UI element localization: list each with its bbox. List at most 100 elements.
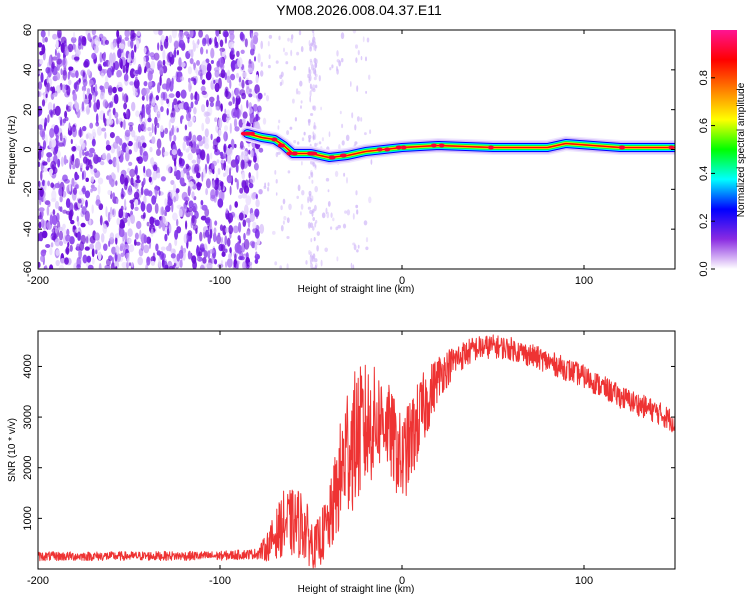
noise-blob <box>256 155 259 165</box>
noise-blob <box>238 194 243 199</box>
noise-speckle <box>363 220 368 226</box>
noise-blob <box>108 174 113 185</box>
noise-blob <box>125 68 129 74</box>
noise-blob <box>41 99 46 107</box>
noise-speckle <box>300 105 302 109</box>
noise-blob <box>247 67 253 74</box>
noise-blob <box>201 90 207 95</box>
noise-speckle <box>320 106 322 111</box>
noise-blob <box>91 138 96 147</box>
noise-blob <box>210 47 215 59</box>
noise-blob <box>126 261 129 269</box>
noise-blob <box>222 30 229 38</box>
noise-blob <box>223 131 227 142</box>
noise-blob <box>39 59 44 65</box>
noise-blob <box>107 189 112 196</box>
noise-blob <box>62 174 68 182</box>
noise-blob <box>253 36 258 45</box>
noise-blob <box>81 142 86 150</box>
noise-speckle <box>365 90 367 94</box>
noise-blob <box>143 165 146 174</box>
noise-blob <box>74 174 80 180</box>
noise-speckle <box>335 226 339 231</box>
noise-blob <box>185 209 191 218</box>
noise-speckle <box>343 172 346 177</box>
noise-speckle <box>355 190 358 196</box>
noise-blob <box>40 72 44 83</box>
noise-blob <box>59 240 64 246</box>
noise-blob <box>208 38 212 45</box>
noise-blob <box>89 243 94 250</box>
noise-speckle <box>357 244 360 249</box>
noise-speckle <box>350 262 353 269</box>
noise-blob <box>51 139 57 148</box>
noise-blob <box>54 238 61 247</box>
noise-blob <box>51 235 56 241</box>
noise-blob <box>55 39 59 49</box>
noise-blob <box>188 200 194 208</box>
noise-blob <box>143 47 147 54</box>
noise-blob <box>170 180 175 185</box>
noise-blob <box>59 132 63 142</box>
noise-blob <box>136 220 142 230</box>
noise-speckle <box>313 44 316 51</box>
noise-blob <box>187 185 191 197</box>
noise-speckle <box>264 182 266 188</box>
noise-speckle <box>308 176 311 180</box>
noise-blob <box>260 40 264 50</box>
noise-blob <box>200 247 205 253</box>
noise-blob <box>188 181 194 187</box>
noise-blob <box>145 168 152 178</box>
noise-speckle <box>356 209 359 215</box>
noise-blob <box>245 86 251 95</box>
noise-speckle <box>313 237 316 242</box>
noise-blob <box>135 110 140 117</box>
noise-blob <box>128 238 132 244</box>
noise-blob <box>129 124 133 132</box>
noise-speckle <box>316 245 319 252</box>
noise-speckle <box>350 81 352 87</box>
noise-blob <box>120 193 125 200</box>
noise-speckle <box>353 244 357 251</box>
noise-speckle <box>368 196 372 204</box>
noise-blob <box>64 110 68 118</box>
noise-blob <box>38 81 43 90</box>
noise-blob <box>162 59 166 66</box>
noise-blob <box>220 190 225 201</box>
noise-blob <box>116 145 121 157</box>
noise-blob <box>173 134 177 142</box>
noise-blob <box>137 156 144 165</box>
noise-blob <box>90 84 94 94</box>
noise-blob <box>38 180 41 188</box>
noise-blob <box>40 218 45 228</box>
noise-speckle <box>310 238 313 243</box>
noise-blob <box>81 125 87 132</box>
noise-blob <box>129 185 132 195</box>
noise-speckle <box>290 37 293 44</box>
noise-blob <box>178 151 183 157</box>
signal-ridge-layer-7 <box>246 133 675 159</box>
noise-blob <box>150 60 156 70</box>
spectrogram-noise-layer <box>38 30 373 269</box>
noise-blob <box>171 77 174 87</box>
noise-blob <box>98 263 102 269</box>
noise-blob <box>102 99 108 108</box>
snr-frame <box>37 330 676 570</box>
noise-blob <box>38 149 42 161</box>
noise-speckle <box>332 217 335 222</box>
x-tick-label: -200 <box>27 275 49 287</box>
noise-blob <box>117 36 122 42</box>
noise-blob <box>226 258 233 268</box>
x-tick-label: 100 <box>575 275 593 287</box>
noise-blob <box>256 237 261 246</box>
noise-blob <box>134 199 139 207</box>
noise-blob <box>241 180 247 190</box>
noise-blob <box>112 42 116 49</box>
noise-blob <box>65 246 70 255</box>
noise-blob <box>178 57 182 67</box>
noise-speckle <box>344 210 348 214</box>
noise-blob <box>203 249 208 258</box>
noise-blob <box>137 123 142 133</box>
noise-blob <box>243 239 250 250</box>
